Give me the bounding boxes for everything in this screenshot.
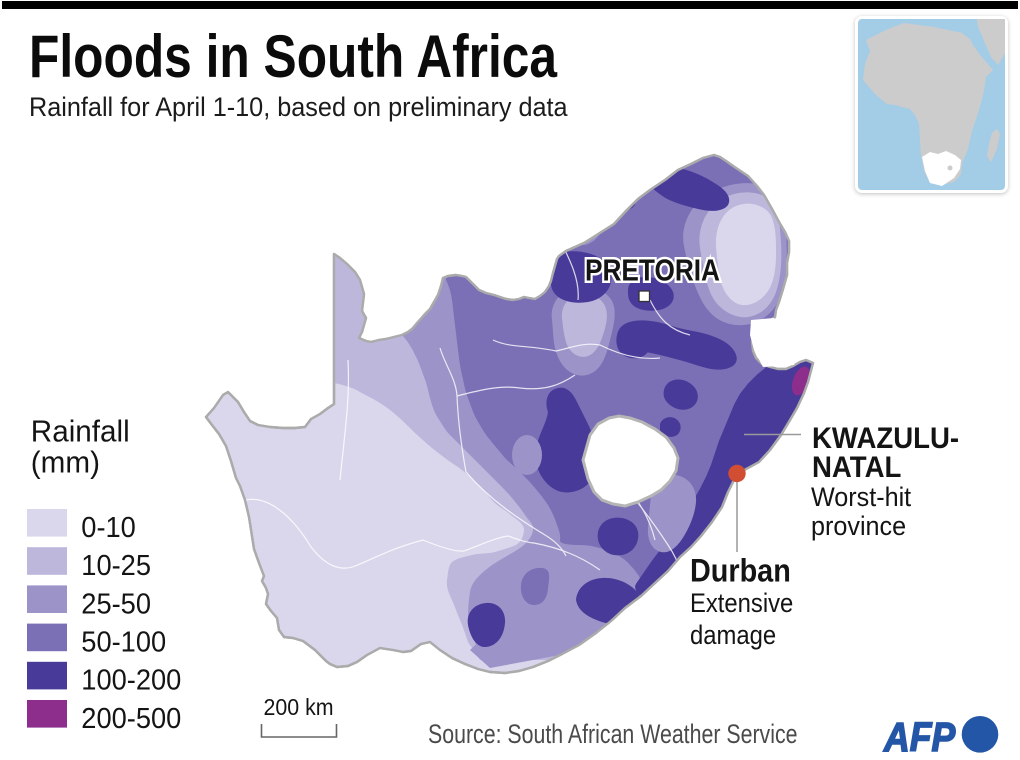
svg-text:50-100: 50-100	[81, 626, 166, 658]
svg-text:200 km: 200 km	[264, 694, 334, 720]
svg-text:Rainfall for April 1-10, based: Rainfall for April 1-10, based on prelim…	[29, 91, 568, 122]
svg-text:200-500: 200-500	[81, 702, 181, 734]
svg-text:Extensive: Extensive	[690, 589, 793, 618]
svg-text:NATAL: NATAL	[812, 451, 901, 484]
svg-text:(mm): (mm)	[31, 446, 100, 480]
svg-text:Floods in South Africa: Floods in South Africa	[29, 23, 557, 91]
svg-text:KWAZULU-: KWAZULU-	[812, 422, 959, 455]
svg-text:25-50: 25-50	[81, 588, 151, 620]
svg-text:0-10: 0-10	[81, 511, 136, 543]
svg-text:province: province	[811, 512, 906, 541]
svg-text:PRETORIA: PRETORIA	[585, 254, 720, 289]
svg-text:10-25: 10-25	[81, 549, 151, 581]
svg-text:Worst-hit: Worst-hit	[811, 483, 911, 512]
svg-text:AFP: AFP	[883, 715, 956, 760]
svg-text:damage: damage	[690, 621, 776, 650]
svg-text:Source: South African Weather: Source: South African Weather Service	[428, 720, 797, 750]
svg-text:Rainfall: Rainfall	[31, 415, 130, 449]
svg-text:100-200: 100-200	[81, 664, 181, 696]
svg-text:Durban: Durban	[690, 553, 791, 589]
